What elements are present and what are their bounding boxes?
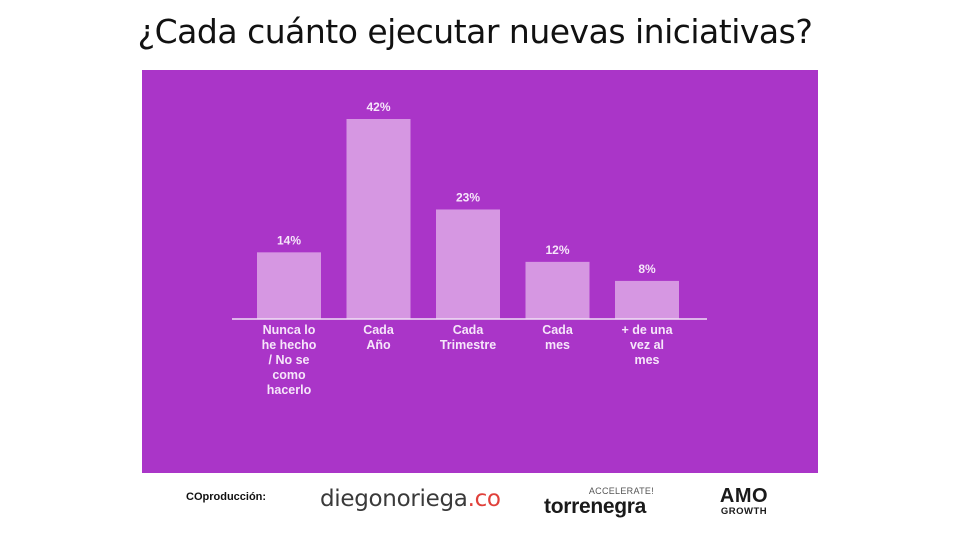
- category-label-3: Cada mes: [542, 323, 574, 352]
- category-label-0: Nunca lo he hecho / No se como hacerlo: [262, 323, 317, 397]
- amo-growth-logo: AMO GROWTH: [716, 486, 772, 517]
- bar-3: [525, 261, 590, 319]
- category-label-1: Cada Año: [363, 323, 395, 352]
- diegonoriega-suffix: .co: [467, 486, 501, 512]
- value-label-1: 42%: [366, 100, 390, 114]
- bar-4: [615, 280, 679, 319]
- bar-2: [436, 209, 500, 319]
- bar-0: [257, 252, 321, 319]
- bar-1: [346, 119, 411, 319]
- diegonoriega-logo: diegonoriega.co: [320, 486, 501, 512]
- amo-name: AMO: [719, 485, 769, 507]
- bar-chart: 14% Nunca lo he hecho / No se como hacerlo 42%…: [232, 100, 707, 397]
- category-label-4: + de una vez al mes: [621, 323, 673, 367]
- torrenegra-tagline: ACCELERATE!: [588, 486, 654, 496]
- torrenegra-logo: ACCELERATE! torrenegra: [544, 486, 654, 518]
- value-label-3: 12%: [545, 243, 569, 257]
- amo-sub: GROWTH: [720, 506, 768, 517]
- coproduccion-label: COproducción:: [186, 491, 267, 503]
- page-title: ¿Cada cuánto ejecutar nuevas iniciativas…: [137, 12, 813, 51]
- value-label-4: 8%: [638, 262, 656, 276]
- value-label-0: 14%: [277, 233, 301, 247]
- category-label-2: Cada Trimestre: [440, 323, 496, 352]
- chart-panel: 14% Nunca lo he hecho / No se como hacerlo 42%…: [142, 70, 818, 473]
- torrenegra-name: torrenegra: [544, 495, 647, 518]
- value-label-2: 23%: [456, 190, 480, 204]
- diegonoriega-name: diegonoriega: [320, 486, 468, 512]
